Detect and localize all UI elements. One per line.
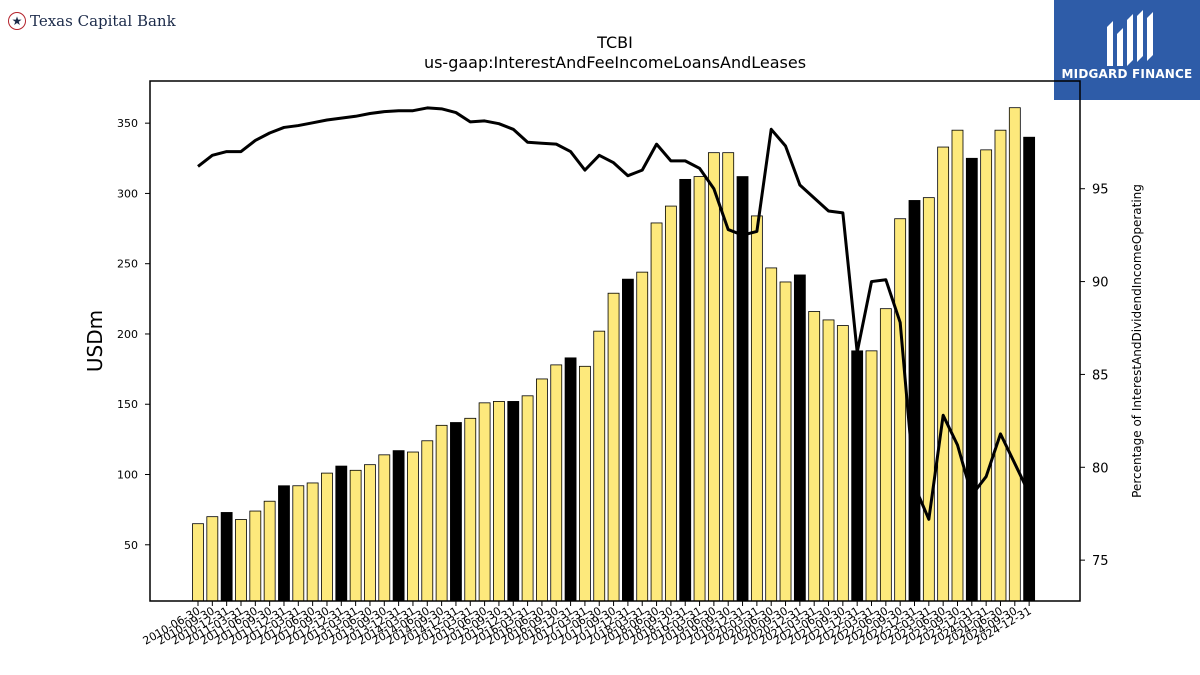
bar xyxy=(894,218,907,602)
bars-layer xyxy=(192,107,1036,602)
bar xyxy=(593,330,606,602)
bar xyxy=(765,267,778,602)
bar xyxy=(1023,136,1036,602)
bar xyxy=(865,350,878,602)
y-tick-label: 250 xyxy=(117,258,138,271)
bar xyxy=(493,401,505,602)
bar xyxy=(579,365,591,602)
brand-name: Texas Capital Bank xyxy=(30,12,176,30)
y2-tick-label: 95 xyxy=(1092,183,1109,198)
bar xyxy=(636,271,649,602)
bar xyxy=(507,401,520,602)
bar xyxy=(836,325,849,602)
plot-frame xyxy=(149,80,1081,602)
left-axis: 50 100 150 200 250 300 350 xyxy=(117,117,150,552)
bar xyxy=(908,200,921,602)
bar xyxy=(965,157,978,602)
bar xyxy=(192,523,204,602)
bar xyxy=(278,485,290,602)
bar xyxy=(951,129,964,602)
chart-title: TCBI xyxy=(596,33,633,52)
bar xyxy=(879,308,892,602)
y2-tick-label: 90 xyxy=(1092,276,1109,291)
bar xyxy=(249,510,262,602)
bar xyxy=(206,516,219,602)
bar xyxy=(980,149,993,602)
y2-tick-label: 85 xyxy=(1092,368,1109,383)
bar xyxy=(464,417,477,602)
y-axis-label: USDm xyxy=(83,310,107,372)
bar xyxy=(364,464,376,602)
bar xyxy=(793,274,806,602)
bar xyxy=(1008,107,1021,602)
bar xyxy=(349,469,362,602)
y2-tick-label: 80 xyxy=(1092,461,1109,476)
bar xyxy=(263,500,276,602)
ratio-line xyxy=(197,106,1031,521)
y-tick-label: 100 xyxy=(117,469,138,482)
bar xyxy=(335,465,348,602)
bar xyxy=(220,512,233,602)
y-tick-label: 50 xyxy=(124,539,138,552)
bar xyxy=(392,450,405,602)
bar xyxy=(521,395,534,602)
bar xyxy=(994,129,1007,602)
bar xyxy=(407,451,419,602)
bar xyxy=(750,215,763,602)
bar xyxy=(822,319,835,602)
bar xyxy=(622,278,634,602)
bar xyxy=(450,422,462,602)
x-axis: 2010-06-302010-09-302010-12-312011-03-31… xyxy=(141,601,1034,648)
bar xyxy=(650,222,663,602)
midgard-logo-icon xyxy=(1107,10,1153,66)
bar xyxy=(693,176,706,602)
midgard-logo: MIDGARD FINANCE xyxy=(1054,0,1200,100)
bar xyxy=(736,176,749,602)
y-tick-label: 350 xyxy=(117,117,138,130)
logo-text: MIDGARD FINANCE xyxy=(1061,67,1193,81)
bar xyxy=(679,178,692,602)
bar xyxy=(435,424,448,602)
bar xyxy=(478,402,491,602)
bar xyxy=(421,440,434,602)
bar xyxy=(235,519,247,602)
bar xyxy=(937,146,950,602)
y2-axis-label: Percentage of InterestAndDividendIncomeO… xyxy=(1130,184,1144,498)
bar xyxy=(550,364,563,602)
bar xyxy=(707,152,720,602)
bar xyxy=(779,281,792,602)
bar xyxy=(536,378,548,602)
bar xyxy=(564,357,577,602)
y-tick-label: 200 xyxy=(117,328,138,341)
bar xyxy=(321,472,333,602)
chart-subtitle: us-gaap:InterestAndFeeIncomeLoansAndLeas… xyxy=(424,53,806,72)
brand: ★ Texas Capital Bank xyxy=(8,12,176,30)
bar xyxy=(851,350,864,602)
bar xyxy=(808,311,821,602)
y2-tick-label: 75 xyxy=(1092,554,1109,569)
bar xyxy=(306,482,319,602)
y-tick-label: 150 xyxy=(117,398,138,411)
right-axis: 75 80 85 90 95 xyxy=(1080,183,1109,569)
bar xyxy=(378,454,391,602)
star-icon: ★ xyxy=(8,12,26,30)
bar xyxy=(922,197,935,602)
bar xyxy=(664,205,677,602)
y-tick-label: 300 xyxy=(117,187,138,200)
bar xyxy=(292,485,305,602)
bar xyxy=(607,292,620,602)
